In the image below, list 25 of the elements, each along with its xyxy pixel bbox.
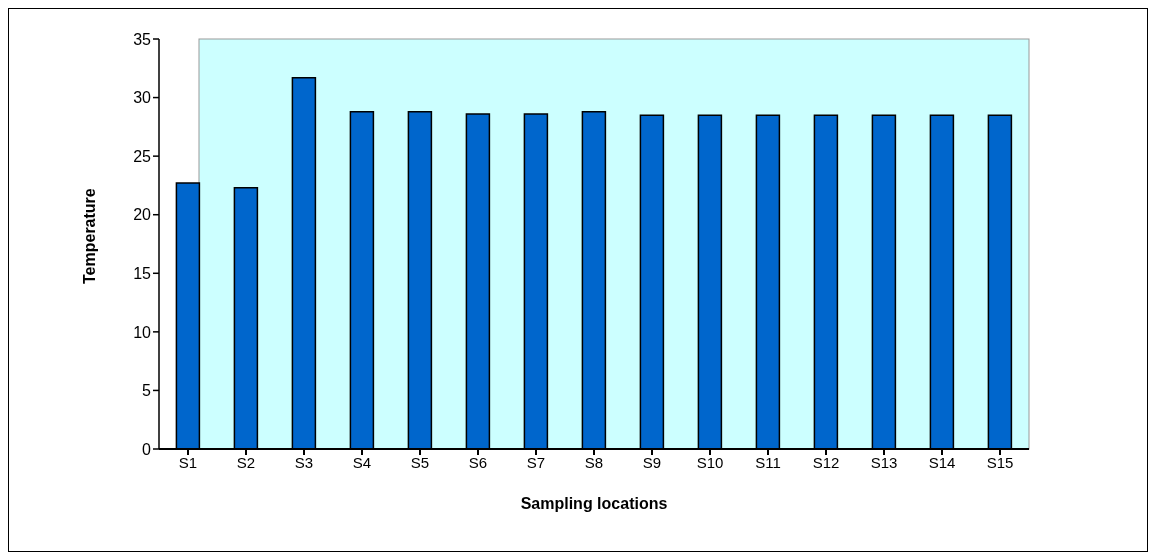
x-tick-label: S4 <box>352 453 372 471</box>
y-tick-label: 30 <box>133 89 152 107</box>
x-tick-label: S9 <box>642 453 662 471</box>
y-tick-label: 35 <box>133 30 152 48</box>
y-tick-label: 0 <box>142 440 152 458</box>
x-tick-label: S2 <box>236 453 256 471</box>
x-tick-label: S1 <box>178 453 198 471</box>
x-tick-label: S7 <box>526 453 546 471</box>
y-tick-label: 25 <box>133 147 152 165</box>
x-tick-label: S12 <box>812 453 840 471</box>
x-tick-label: S13 <box>870 453 898 471</box>
y-tick-label: 15 <box>133 264 152 282</box>
x-tick-label: S14 <box>928 453 956 471</box>
x-tick-label: S5 <box>410 453 430 471</box>
y-tick-label: 10 <box>133 323 152 341</box>
x-tick-label: S15 <box>986 453 1014 471</box>
x-tick-label: S6 <box>468 453 488 471</box>
x-tick-label: S11 <box>755 453 781 471</box>
x-tick-label: S10 <box>696 453 724 471</box>
y-axis-title: Temperature <box>80 188 98 284</box>
y-tick-label: 5 <box>142 382 152 400</box>
y-tick-label: 20 <box>133 206 152 224</box>
x-tick-label: S3 <box>294 453 314 471</box>
x-tick-label: S8 <box>584 453 604 471</box>
x-axis-title: Sampling locations <box>520 495 668 512</box>
